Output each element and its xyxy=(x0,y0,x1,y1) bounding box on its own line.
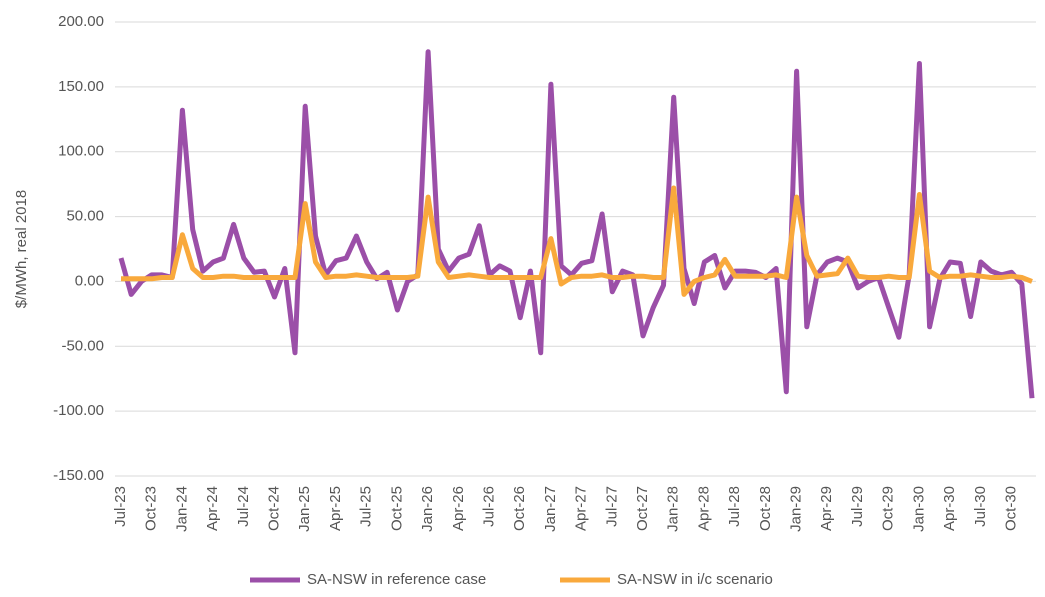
x-tick-label: Apr-29 xyxy=(818,486,835,531)
x-tick-label: Oct-26 xyxy=(511,486,528,531)
x-tick-label: Jul-24 xyxy=(235,486,252,527)
x-tick-label: Oct-24 xyxy=(266,486,283,531)
x-tick-label: Apr-26 xyxy=(450,486,467,531)
y-tick-label: 100.00 xyxy=(58,143,104,160)
x-tick-label: Jan-27 xyxy=(542,486,559,532)
y-tick-label: 50.00 xyxy=(66,208,104,225)
y-tick-label: 0.00 xyxy=(75,272,104,289)
x-tick-label: Jul-23 xyxy=(112,486,129,527)
x-tick-label: Oct-25 xyxy=(388,486,405,531)
x-tick-label: Oct-30 xyxy=(1002,486,1019,531)
x-tick-label: Jan-24 xyxy=(173,486,190,532)
x-tick-label: Apr-28 xyxy=(695,486,712,531)
y-tick-label: 200.00 xyxy=(58,13,104,30)
x-tick-label: Jan-30 xyxy=(910,486,927,532)
x-tick-label: Apr-24 xyxy=(204,486,221,531)
y-tick-label: -50.00 xyxy=(61,337,104,354)
x-tick-label: Apr-25 xyxy=(327,486,344,531)
x-tick-label: Oct-28 xyxy=(757,486,774,531)
x-tick-label: Oct-23 xyxy=(143,486,160,531)
x-tick-label: Jul-28 xyxy=(726,486,743,527)
x-tick-label: Apr-30 xyxy=(941,486,958,531)
y-tick-label: -100.00 xyxy=(53,402,104,419)
y-tick-label: 150.00 xyxy=(58,78,104,95)
line-series xyxy=(121,185,1033,297)
x-tick-label: Jul-27 xyxy=(603,486,620,527)
x-tick-label: Jul-30 xyxy=(972,486,989,527)
x-tick-label: Jul-25 xyxy=(358,486,375,527)
y-axis-label: $/MWh, real 2018 xyxy=(13,190,30,308)
line-series xyxy=(118,49,1035,399)
x-tick-label: Jan-25 xyxy=(296,486,313,532)
legend-label: SA-NSW in i/c scenario xyxy=(617,571,773,588)
x-tick-label: Oct-29 xyxy=(880,486,897,531)
x-tick-label: Jan-28 xyxy=(665,486,682,532)
legend-label: SA-NSW in reference case xyxy=(307,571,486,588)
y-tick-label: -150.00 xyxy=(53,467,104,484)
x-tick-label: Apr-27 xyxy=(573,486,590,531)
x-tick-label: Jan-26 xyxy=(419,486,436,532)
x-tick-label: Jan-29 xyxy=(788,486,805,532)
x-tick-label: Jul-29 xyxy=(849,486,866,527)
x-tick-label: Jul-26 xyxy=(480,486,497,527)
x-tick-label: Oct-27 xyxy=(634,486,651,531)
